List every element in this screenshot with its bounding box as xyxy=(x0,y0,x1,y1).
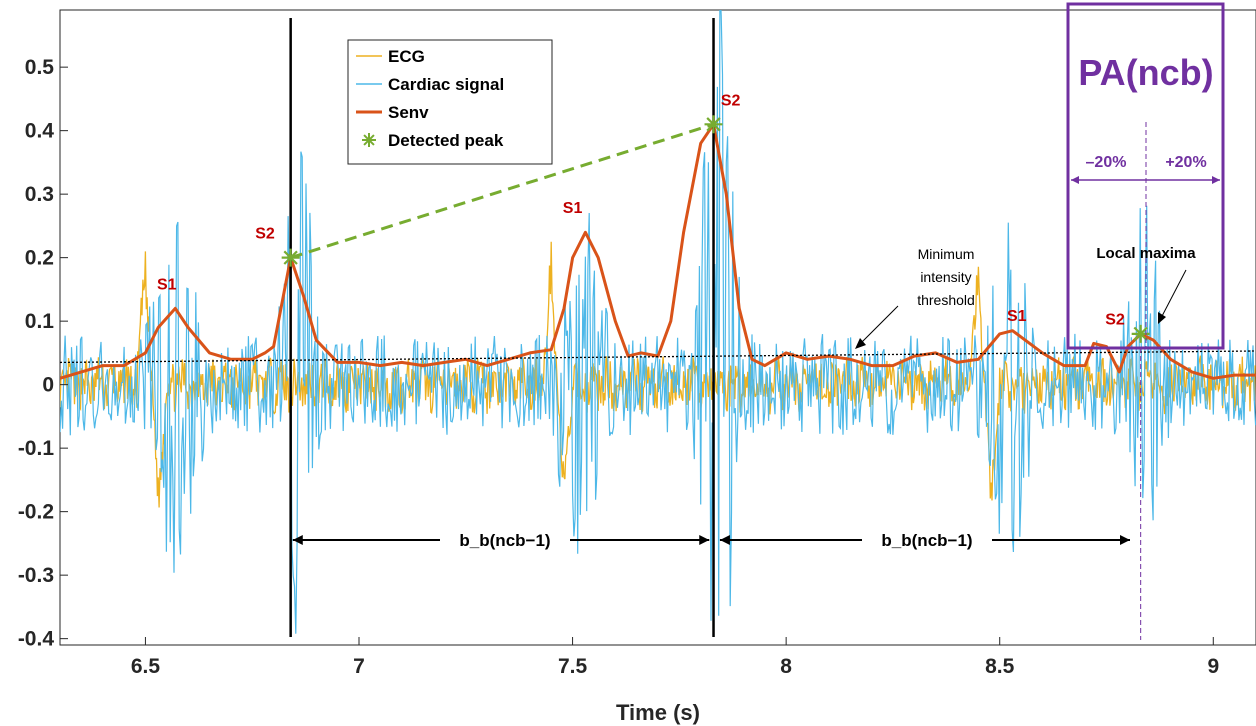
x-axis-label: Time (s) xyxy=(616,700,700,725)
x-tick-label: 8.5 xyxy=(985,655,1015,678)
y-tick-label: 0.3 xyxy=(25,183,54,206)
y-tick-label: -0.1 xyxy=(18,437,55,460)
legend-cardiac-signal: Cardiac signal xyxy=(356,75,504,94)
threshold-line xyxy=(59,350,1256,364)
legend-ecg: ECG xyxy=(356,47,425,66)
interval-label-left: b_b(ncb−1) xyxy=(459,531,550,550)
x-tick-label: 9 xyxy=(1207,655,1219,678)
x-tick-label: 7.5 xyxy=(558,655,588,678)
legend-senv: Senv xyxy=(356,103,429,122)
local-maxima-label: Local maxima xyxy=(1096,245,1196,262)
y-tick-label: -0.2 xyxy=(18,501,54,524)
plus-pct-label: +20% xyxy=(1165,154,1206,171)
threshold-pointer-head xyxy=(855,338,866,349)
minus-pct-label: –20% xyxy=(1086,154,1127,171)
peak-label: S1 xyxy=(1007,308,1027,325)
detected-peak-marker xyxy=(704,115,723,134)
y-tick-label: 0.1 xyxy=(25,310,55,333)
threshold-label: intensity xyxy=(920,269,971,285)
peak-label: S2 xyxy=(721,92,741,109)
svg-text:Cardiac signal: Cardiac signal xyxy=(388,75,504,94)
peak-label: S2 xyxy=(1105,311,1125,328)
senv-line xyxy=(60,122,1256,380)
interval-arrow-right: b_b(ncb−1) xyxy=(719,526,1130,554)
legend: ECG Cardiac signal Senv Detected peak xyxy=(347,39,553,165)
peak-label: S1 xyxy=(157,276,177,293)
plot-area xyxy=(59,9,1256,646)
svg-text:Senv: Senv xyxy=(388,103,429,122)
y-tick-label: -0.4 xyxy=(18,628,55,651)
legend-detected-peak: Detected peak xyxy=(362,131,504,150)
interval-label-right: b_b(ncb−1) xyxy=(881,531,972,550)
interval-arrow-left: b_b(ncb−1) xyxy=(292,526,710,554)
peak-connector-line xyxy=(290,122,714,260)
svg-text:ECG: ECG xyxy=(388,47,425,66)
x-tick-label: 7 xyxy=(353,655,365,678)
peak-label: S1 xyxy=(563,200,583,217)
y-tick-label: 0.4 xyxy=(25,120,55,143)
y-tick-label: -0.3 xyxy=(18,564,54,587)
detected-peak-marker xyxy=(1131,324,1150,343)
threshold-label: Minimum xyxy=(918,246,975,262)
threshold-pointer xyxy=(857,305,899,347)
detected-peak-marker xyxy=(281,248,300,267)
pa-label: PA(ncb) xyxy=(1078,52,1213,93)
x-tick-label: 6.5 xyxy=(131,655,161,678)
peak-label: S2 xyxy=(255,226,275,243)
y-tick-label: 0.5 xyxy=(25,56,55,79)
cardiac-signal-line xyxy=(60,10,1256,634)
x-tick-label: 8 xyxy=(780,655,792,678)
pa-window: PA(ncb) –20% +20% Local maxima xyxy=(1066,2,1225,350)
y-tick-label: 0 xyxy=(42,374,54,397)
y-tick-label: 0.2 xyxy=(25,247,54,270)
svg-text:Detected peak: Detected peak xyxy=(388,131,504,150)
threshold-label: threshold xyxy=(917,292,975,308)
